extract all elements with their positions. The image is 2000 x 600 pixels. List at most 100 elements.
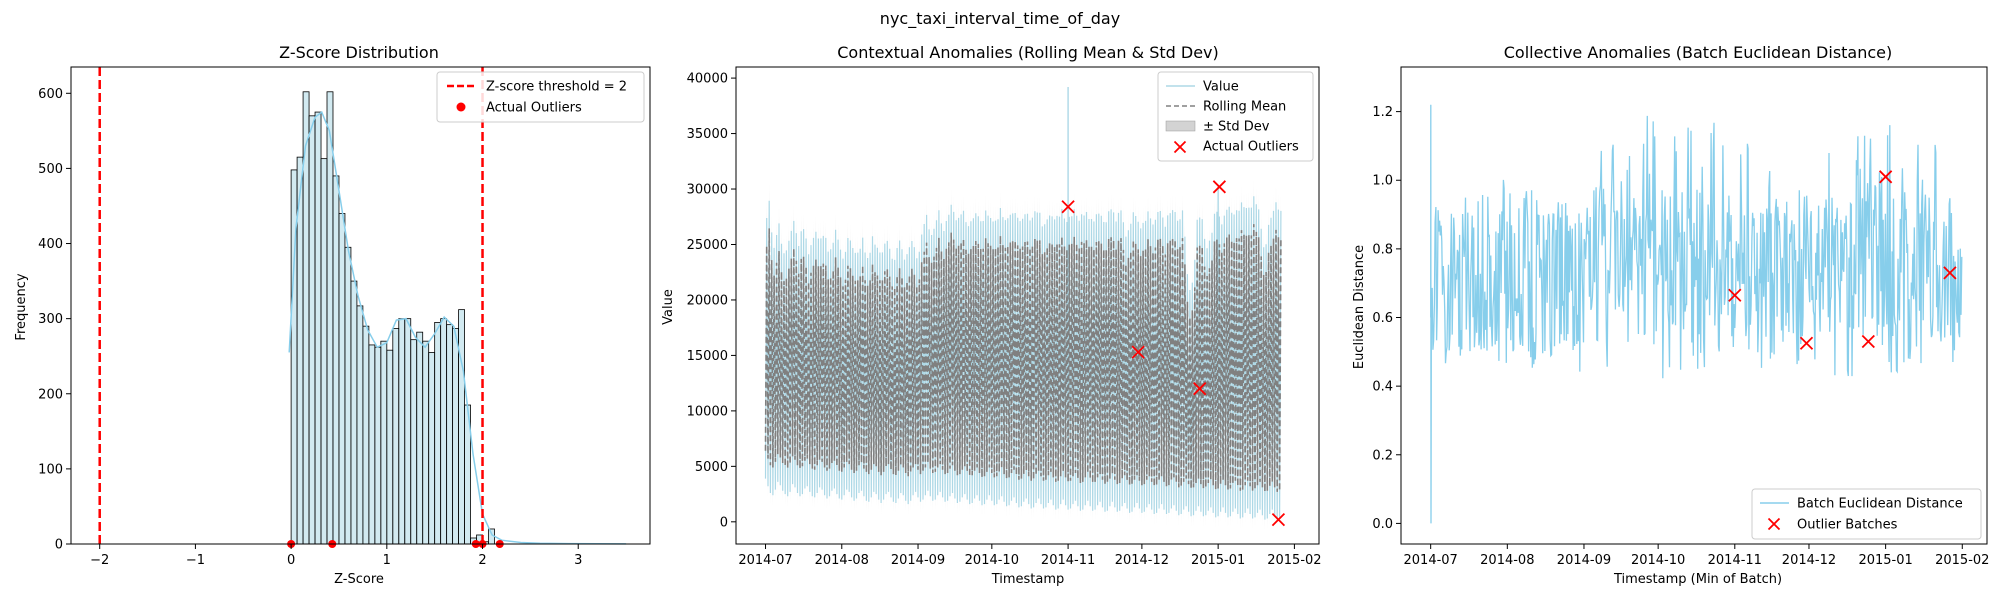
legend-box xyxy=(1157,71,1314,162)
y-axis-label: Frequency xyxy=(14,273,29,340)
euclidean-distance-line xyxy=(1430,104,1963,524)
x-axis-label: Timestamp (Min of Batch) xyxy=(1613,572,1782,587)
outlier-batch-marker xyxy=(1728,288,1742,302)
legend: Value Rolling Mean ± Std Dev Actual Outlier… xyxy=(1157,71,1314,162)
legend: Z-score threshold = 2 Actual Outliers xyxy=(436,71,645,123)
legend-box xyxy=(1751,488,1982,540)
x-tick-label: 2015-02 xyxy=(1935,553,1989,568)
x-tick-label: 2014-12 xyxy=(1782,553,1836,568)
y-tick-label: 200 xyxy=(38,387,63,402)
y-tick-label: 10000 xyxy=(687,404,728,419)
histogram-bar xyxy=(440,318,448,545)
histogram-bar xyxy=(392,328,400,545)
outlier-marker xyxy=(1061,200,1075,214)
y-tick-label: 600 xyxy=(38,87,63,102)
x-tick-label: 2014-10 xyxy=(1631,553,1685,568)
histogram-bar xyxy=(434,322,442,545)
y-tick-label: 35000 xyxy=(687,127,728,142)
chart-title: Z-Score Distribution xyxy=(279,43,439,62)
x-tick-label: 2014-09 xyxy=(891,553,945,568)
figure-suptitle: nyc_taxi_interval_time_of_day xyxy=(880,9,1120,29)
x-axis-label: Timestamp xyxy=(991,572,1065,587)
x-tick-label: 2014-11 xyxy=(1041,553,1095,568)
y-tick-label: 0 xyxy=(55,538,63,553)
histogram-bar xyxy=(416,331,424,545)
chart-title: Collective Anomalies (Batch Euclidean Di… xyxy=(1504,43,1893,62)
x-tick-label: 2015-01 xyxy=(1858,553,1912,568)
y-tick-label: 0.2 xyxy=(1372,448,1393,463)
histogram-bar xyxy=(446,324,454,545)
y-tick-label: 20000 xyxy=(687,293,728,308)
outlier-batch-marker xyxy=(1943,266,1957,280)
x-tick-label: 2014-08 xyxy=(1480,553,1534,568)
y-tick-label: 1.2 xyxy=(1372,105,1393,120)
x-tick-label: 2015-01 xyxy=(1191,553,1245,568)
x-tick-label: 0 xyxy=(287,553,295,568)
x-axis-label: Z-Score xyxy=(334,572,384,587)
legend-label-threshold: Z-score threshold = 2 xyxy=(486,80,627,95)
histogram-bar xyxy=(422,340,430,545)
y-axis-label: Value xyxy=(661,289,676,325)
y-tick-label: 30000 xyxy=(687,183,728,198)
histogram-bar xyxy=(350,280,358,545)
outlier-marker xyxy=(1212,180,1227,194)
histogram-bar xyxy=(362,325,370,545)
x-tick-label: 2014-07 xyxy=(1404,553,1458,568)
x-tick-label: 3 xyxy=(574,553,582,568)
legend-swatch-band xyxy=(1165,120,1196,132)
outlier-marker xyxy=(1131,345,1145,359)
histogram-bar xyxy=(320,158,328,545)
y-tick-label: 300 xyxy=(38,312,63,327)
rolling-mean-line xyxy=(764,224,1282,492)
histogram-bar xyxy=(380,340,388,545)
legend-box xyxy=(436,71,645,123)
y-tick-label: 100 xyxy=(38,462,63,477)
histogram-bar xyxy=(428,352,436,545)
legend-label: Actual Outliers xyxy=(1203,140,1299,155)
histogram-bar xyxy=(452,328,459,545)
chart-title: Contextual Anomalies (Rolling Mean & Std… xyxy=(837,43,1219,62)
panel-zscore: Z-Score Distribution Z-Score Frequency −… xyxy=(14,43,651,587)
histogram-bar xyxy=(356,305,364,545)
histogram-bar xyxy=(368,344,376,545)
panel-collective: Collective Anomalies (Batch Euclidean Di… xyxy=(1352,43,1989,587)
kde-line xyxy=(288,110,627,545)
histogram-bar xyxy=(398,318,406,545)
legend-swatch-outliers xyxy=(1767,517,1781,531)
x-tick-label: 2014-09 xyxy=(1557,553,1611,568)
legend-label: ± Std Dev xyxy=(1203,120,1270,135)
y-tick-label: 500 xyxy=(38,162,63,177)
x-tick-label: 2014-10 xyxy=(965,553,1019,568)
x-tick-label: −1 xyxy=(186,553,205,568)
legend-label-distance: Batch Euclidean Distance xyxy=(1797,497,1963,512)
legend-swatch-outliers xyxy=(456,102,466,112)
legend-label: Value xyxy=(1203,80,1239,95)
legend-label: Rolling Mean xyxy=(1203,100,1286,115)
x-tick-label: 2014-08 xyxy=(815,553,869,568)
histogram-bar xyxy=(410,339,418,545)
outlier-batch-marker xyxy=(1861,334,1875,349)
y-tick-label: 400 xyxy=(38,237,63,252)
x-tick-label: 1 xyxy=(383,553,391,568)
histogram-bar xyxy=(326,91,334,545)
y-tick-label: 0.0 xyxy=(1372,517,1393,532)
y-tick-label: 25000 xyxy=(687,238,728,253)
histogram-bar xyxy=(458,309,465,545)
y-tick-label: 0.8 xyxy=(1372,242,1393,257)
y-tick-label: 40000 xyxy=(687,72,728,87)
outlier-batch-marker xyxy=(1878,170,1893,184)
histogram-bar xyxy=(374,346,382,545)
y-tick-label: 0 xyxy=(720,515,728,530)
axes-frame xyxy=(735,66,1320,545)
panel-contextual: Contextual Anomalies (Rolling Mean & Std… xyxy=(661,43,1322,587)
outlier-marker xyxy=(1193,382,1207,396)
axes-frame xyxy=(1400,66,1988,545)
histogram-bar xyxy=(338,213,346,545)
legend-swatch-outliers xyxy=(1173,140,1187,154)
histogram-bar xyxy=(332,175,340,545)
outlier-batch-marker xyxy=(1799,336,1814,350)
axes-frame xyxy=(70,66,651,545)
histogram-bar xyxy=(308,115,316,545)
y-axis-label: Euclidean Distance xyxy=(1352,245,1367,369)
